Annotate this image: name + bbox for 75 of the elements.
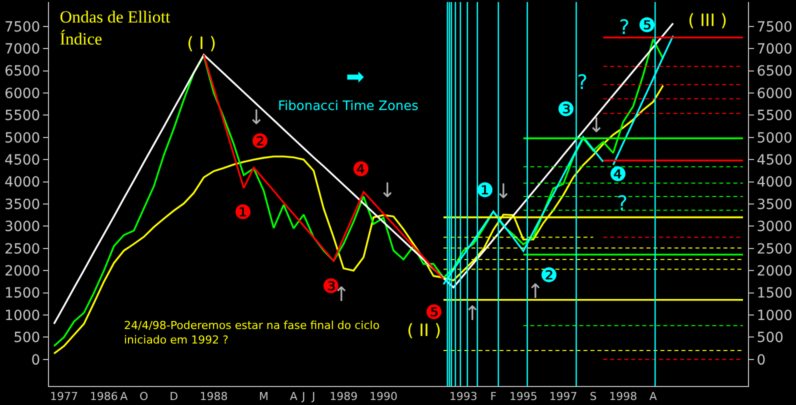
y-tick-label: 5500 — [4, 108, 40, 124]
y2-tick-label: 6000 — [756, 86, 792, 102]
annotation: ↓ — [379, 178, 396, 202]
y-tick-label: 2000 — [4, 263, 40, 280]
y-tick-label: 0 — [31, 352, 40, 368]
y2-tick-label: 4000 — [756, 174, 792, 191]
y2-tick-label: 3500 — [756, 196, 792, 213]
y-tick-label: 5000 — [4, 130, 40, 146]
annotation: ❺ — [425, 300, 443, 324]
annotation: ( I ) — [187, 34, 216, 54]
y-tick-label: 500 — [13, 330, 40, 346]
x-tick-label: O — [140, 390, 149, 404]
annotation: ❷ — [251, 129, 269, 153]
text: Ondas de Elliott Índice — [60, 7, 170, 48]
line-series — [202, 54, 444, 280]
annotation: 24/4/98-Poderemos estar na fase final do ciclo iniciado em 1992 ? — [124, 319, 380, 346]
y-tick-label: 7000 — [4, 42, 40, 58]
annotation: ? — [619, 15, 630, 39]
annotation: Fibonacci Time Zones — [278, 99, 419, 114]
y-tick-label: 4500 — [4, 152, 40, 168]
x-tick-label: J — [310, 390, 316, 404]
y2-tick-label: 4500 — [756, 152, 792, 168]
annotation: ↓ — [495, 179, 512, 203]
x-tick-label: 1977 — [50, 390, 78, 404]
annotation: ❶ — [234, 200, 252, 224]
y2-tick-label: 1000 — [756, 308, 792, 324]
y2-tick-label: 6500 — [756, 64, 792, 80]
x-tick-label: 1995 — [509, 390, 538, 404]
annotation: ↓ — [588, 113, 605, 137]
x-tick-label: 1986 — [90, 390, 118, 404]
x-tick-label: A — [649, 390, 658, 404]
annotation: ↑ — [464, 301, 481, 325]
y-tick-label: 1500 — [4, 286, 40, 302]
x-tick-label: A — [120, 390, 128, 404]
y-tick-label: 4000 — [4, 174, 40, 191]
y-tick-label: 2500 — [4, 241, 40, 258]
annotation: ( III ) — [688, 11, 728, 31]
x-tick-label: S — [590, 390, 597, 404]
y2-tick-label: 2000 — [756, 263, 792, 280]
annotation: ❹ — [352, 157, 370, 181]
y2-tick-label: 5000 — [756, 130, 792, 146]
annotation: ↓ — [248, 105, 265, 129]
x-tick-label: 1993 — [449, 390, 478, 404]
y2-tick-label: 500 — [756, 330, 784, 346]
y2-tick-label: 5500 — [756, 108, 792, 124]
x-tick-label: J — [301, 390, 306, 404]
x-tick-label: F — [490, 390, 497, 404]
annotation: ❺ — [638, 13, 656, 37]
y2-tick-label: 7500 — [756, 19, 792, 36]
x-tick-label: 1989 — [330, 390, 358, 404]
annotation: ❸ — [557, 97, 575, 121]
annotation: ( II ) — [407, 321, 442, 341]
y2-tick-label: 2500 — [756, 241, 792, 258]
y-tick-label: 6000 — [4, 86, 40, 102]
annotation: ❹ — [609, 162, 627, 186]
y2-tick-label: 0 — [756, 352, 766, 368]
x-tick-label: 1997 — [549, 390, 578, 404]
y-tick-label: 6500 — [4, 64, 40, 80]
annotation: ? — [617, 191, 628, 215]
x-tick-label: 1990 — [370, 390, 398, 404]
x-tick-label: M — [258, 390, 268, 404]
x-tick-label: 1988 — [200, 390, 228, 404]
annotation: ❶ — [476, 178, 494, 202]
y2-tick-label: 3000 — [756, 219, 792, 236]
y-tick-label: 7500 — [4, 19, 40, 36]
x-tick-label: 1998 — [609, 390, 638, 404]
y2-tick-label: 7000 — [756, 42, 792, 58]
annotation: ➡ — [346, 65, 364, 90]
annotation: ? — [577, 70, 588, 94]
y-tick-label: 1000 — [4, 308, 40, 324]
y2-tick-label: 1500 — [756, 286, 792, 302]
y-tick-label: 3000 — [4, 219, 40, 236]
y-tick-label: 3500 — [4, 196, 40, 213]
x-tick-label: A — [290, 390, 298, 404]
x-tick-label: D — [170, 390, 178, 404]
